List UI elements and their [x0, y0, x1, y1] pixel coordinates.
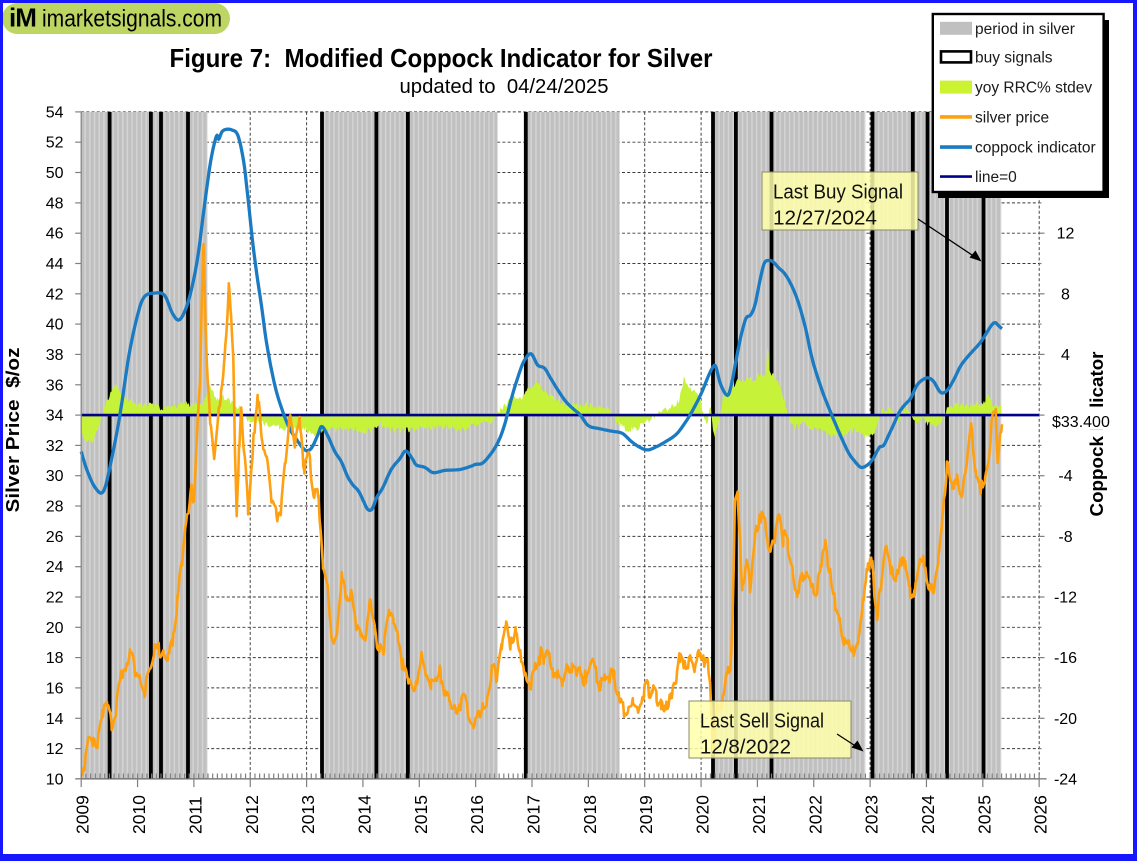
svg-text:-12: -12	[1054, 590, 1077, 607]
svg-text:2022: 2022	[805, 795, 825, 834]
svg-text:34: 34	[46, 408, 64, 425]
svg-text:20: 20	[46, 620, 64, 637]
svg-text:2014: 2014	[354, 795, 374, 834]
svg-text:12/27/2024: 12/27/2024	[773, 208, 877, 230]
svg-text:30: 30	[46, 468, 64, 485]
svg-text:2017: 2017	[524, 795, 544, 834]
svg-text:16: 16	[46, 680, 64, 697]
svg-text:coppock indicator: coppock indicator	[975, 140, 1096, 157]
svg-text:$33.400: $33.400	[1052, 414, 1110, 431]
svg-text:22: 22	[46, 590, 64, 607]
svg-text:Silver Price $/oz: Silver Price $/oz	[2, 348, 23, 513]
svg-text:2019: 2019	[636, 795, 656, 834]
svg-text:imarketsignals.com: imarketsignals.com	[42, 6, 222, 33]
svg-text:54: 54	[46, 104, 64, 121]
svg-text:38: 38	[46, 347, 64, 364]
svg-text:2018: 2018	[580, 795, 600, 834]
svg-text:2013: 2013	[298, 795, 318, 834]
svg-text:52: 52	[46, 135, 64, 152]
svg-text:46: 46	[46, 226, 64, 243]
svg-text:50: 50	[46, 165, 64, 182]
svg-text:2012: 2012	[242, 795, 262, 834]
svg-text:-4: -4	[1058, 468, 1072, 485]
svg-text:2011: 2011	[185, 796, 205, 834]
svg-text:28: 28	[46, 499, 64, 516]
svg-text:26: 26	[46, 529, 64, 546]
svg-text:2026: 2026	[1031, 795, 1051, 834]
svg-text:48: 48	[46, 195, 64, 212]
svg-text:period in silver: period in silver	[975, 21, 1075, 38]
svg-text:12: 12	[1057, 226, 1075, 243]
svg-text:12/8/2022: 12/8/2022	[700, 737, 791, 759]
svg-text:8: 8	[1061, 286, 1070, 303]
svg-text:14: 14	[46, 711, 64, 728]
svg-text:12: 12	[46, 741, 64, 758]
svg-text:Figure 7: Modified Coppock In: Figure 7: Modified Coppock Indicator for…	[170, 43, 713, 73]
svg-text:4: 4	[1061, 347, 1070, 364]
svg-text:-20: -20	[1054, 711, 1077, 728]
svg-text:24: 24	[46, 559, 64, 576]
svg-text:-24: -24	[1054, 771, 1077, 788]
svg-text:2010: 2010	[129, 795, 149, 834]
svg-text:2020: 2020	[693, 795, 713, 834]
svg-text:Last Sell Signal: Last Sell Signal	[700, 711, 824, 733]
svg-text:32: 32	[46, 438, 64, 455]
svg-text:10: 10	[46, 771, 64, 788]
svg-text:iM: iM	[9, 3, 36, 33]
svg-text:2016: 2016	[467, 795, 487, 834]
svg-text:silver price: silver price	[975, 109, 1049, 126]
svg-text:2024: 2024	[918, 795, 938, 834]
svg-text:updated to 04/24/2025: updated to 04/24/2025	[400, 76, 609, 98]
svg-text:44: 44	[46, 256, 64, 273]
svg-text:line=0: line=0	[975, 169, 1017, 186]
svg-text:2021: 2021	[749, 795, 769, 834]
svg-text:36: 36	[46, 377, 64, 394]
svg-text:-8: -8	[1058, 529, 1072, 546]
svg-text:40: 40	[46, 317, 64, 334]
svg-text:buy signals: buy signals	[975, 49, 1053, 66]
svg-text:-16: -16	[1054, 650, 1077, 667]
svg-text:Last Buy Signal: Last Buy Signal	[773, 182, 903, 204]
svg-text:18: 18	[46, 650, 64, 667]
svg-text:2009: 2009	[73, 795, 93, 834]
svg-text:2015: 2015	[411, 795, 431, 834]
svg-text:2025: 2025	[974, 795, 994, 834]
svg-text:yoy RRC% stdev: yoy RRC% stdev	[975, 80, 1092, 97]
svg-text:Coppock Indicator: Coppock Indicator	[1086, 352, 1107, 517]
svg-text:2023: 2023	[862, 795, 882, 834]
svg-text:42: 42	[46, 286, 64, 303]
